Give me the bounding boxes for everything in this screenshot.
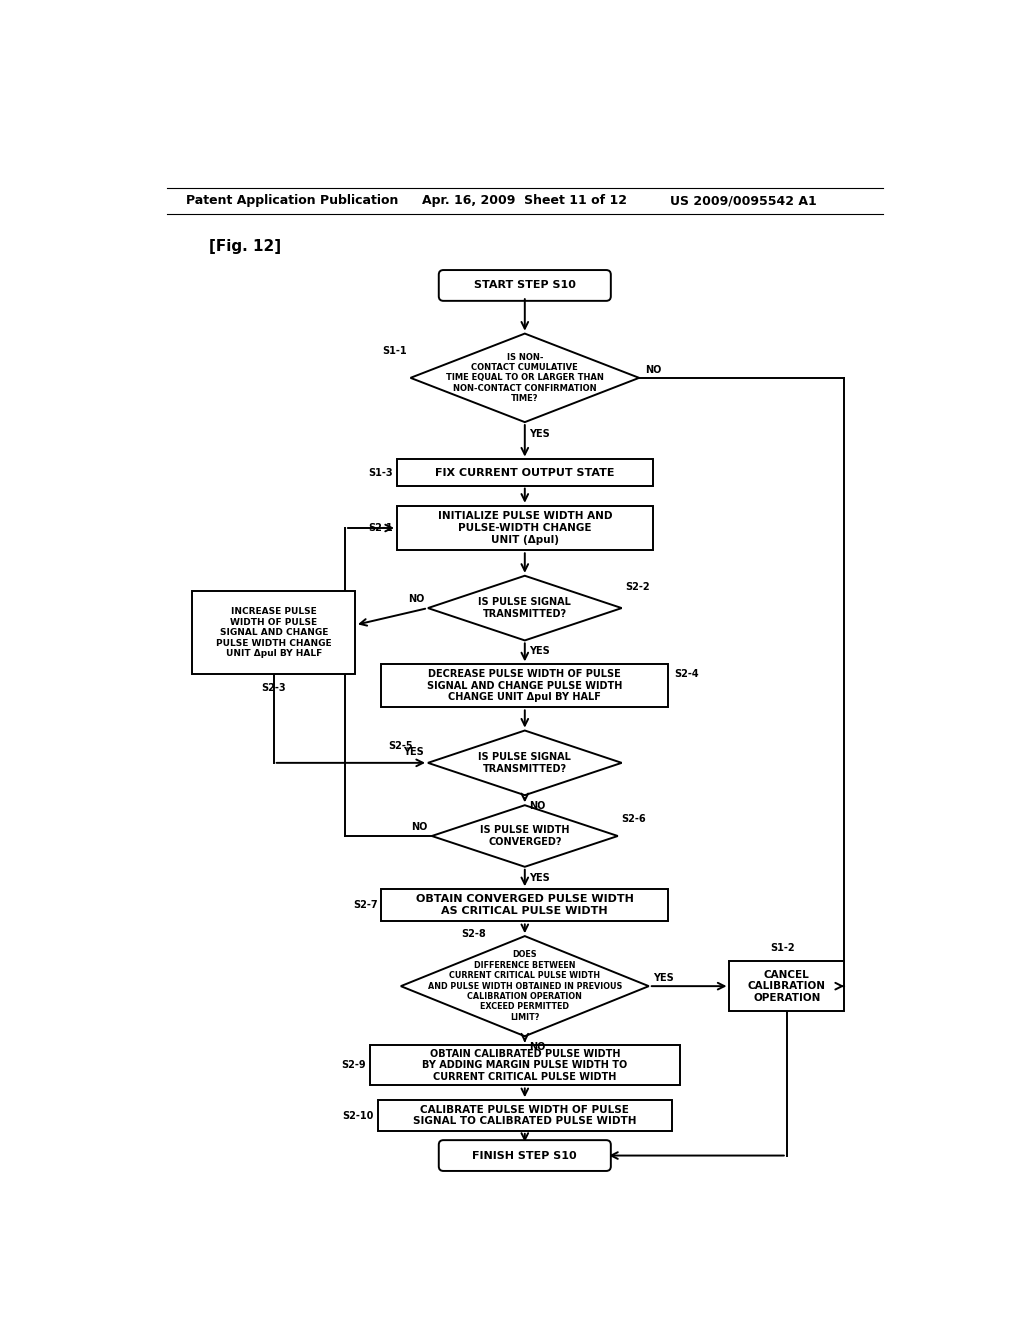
Text: YES: YES (528, 647, 550, 656)
Text: NO: NO (412, 822, 428, 832)
Text: DOES
DIFFERENCE BETWEEN
CURRENT CRITICAL PULSE WIDTH
AND PULSE WIDTH OBTAINED IN: DOES DIFFERENCE BETWEEN CURRENT CRITICAL… (428, 950, 622, 1022)
Bar (381, 890, 669, 921)
Bar (370, 1045, 680, 1085)
Text: OBTAIN CONVERGED PULSE WIDTH
AS CRITICAL PULSE WIDTH: OBTAIN CONVERGED PULSE WIDTH AS CRITICAL… (416, 895, 634, 916)
Text: YES: YES (652, 973, 674, 983)
Polygon shape (400, 936, 649, 1036)
Text: CANCEL
CALIBRATION
OPERATION: CANCEL CALIBRATION OPERATION (748, 970, 825, 1003)
Text: YES: YES (403, 747, 424, 758)
Text: NO: NO (528, 801, 545, 810)
Text: S1-3: S1-3 (369, 467, 393, 478)
Text: IS NON-
CONTACT CUMULATIVE
TIME EQUAL TO OR LARGER THAN
NON-CONTACT CONFIRMATION: IS NON- CONTACT CUMULATIVE TIME EQUAL TO… (445, 352, 604, 403)
Polygon shape (428, 730, 622, 795)
Text: S2-3: S2-3 (261, 684, 286, 693)
Text: S2-2: S2-2 (626, 582, 650, 591)
Text: S1-1: S1-1 (382, 346, 407, 356)
Text: NO: NO (528, 1041, 545, 1052)
Text: IS PULSE WIDTH
CONVERGED?: IS PULSE WIDTH CONVERGED? (480, 825, 569, 847)
Polygon shape (411, 334, 639, 422)
Text: DECREASE PULSE WIDTH OF PULSE
SIGNAL AND CHANGE PULSE WIDTH
CHANGE UNIT Δpul BY : DECREASE PULSE WIDTH OF PULSE SIGNAL AND… (427, 669, 623, 702)
Bar (397, 506, 652, 550)
Bar (381, 664, 669, 708)
FancyBboxPatch shape (438, 1140, 611, 1171)
Text: FIX CURRENT OUTPUT STATE: FIX CURRENT OUTPUT STATE (435, 467, 614, 478)
Text: INCREASE PULSE
WIDTH OF PULSE
SIGNAL AND CHANGE
PULSE WIDTH CHANGE
UNIT Δpul BY : INCREASE PULSE WIDTH OF PULSE SIGNAL AND… (216, 607, 332, 657)
Bar (378, 1100, 672, 1131)
Bar (193, 591, 355, 675)
Text: FINISH STEP S10: FINISH STEP S10 (472, 1151, 578, 1160)
Text: YES: YES (528, 429, 550, 440)
Text: S2-6: S2-6 (622, 814, 646, 824)
Text: NO: NO (408, 594, 424, 603)
Text: YES: YES (528, 873, 550, 883)
FancyBboxPatch shape (438, 271, 611, 301)
Text: S2-9: S2-9 (341, 1060, 366, 1071)
Text: S2-8: S2-8 (461, 929, 486, 939)
Polygon shape (432, 805, 617, 867)
Text: Apr. 16, 2009  Sheet 11 of 12: Apr. 16, 2009 Sheet 11 of 12 (423, 194, 628, 207)
Text: S2-7: S2-7 (353, 900, 378, 911)
Text: NO: NO (645, 366, 662, 375)
Text: INITIALIZE PULSE WIDTH AND
PULSE-WIDTH CHANGE
UNIT (Δpul): INITIALIZE PULSE WIDTH AND PULSE-WIDTH C… (437, 511, 612, 545)
Text: IS PULSE SIGNAL
TRANSMITTED?: IS PULSE SIGNAL TRANSMITTED? (478, 752, 571, 774)
Text: START STEP S10: START STEP S10 (474, 280, 575, 290)
Bar (397, 459, 652, 486)
Text: S2-1: S2-1 (369, 523, 393, 533)
Text: S2-10: S2-10 (342, 1110, 374, 1121)
Text: OBTAIN CALIBRATED PULSE WIDTH
BY ADDING MARGIN PULSE WIDTH TO
CURRENT CRITICAL P: OBTAIN CALIBRATED PULSE WIDTH BY ADDING … (422, 1049, 628, 1082)
Text: CALIBRATE PULSE WIDTH OF PULSE
SIGNAL TO CALIBRATED PULSE WIDTH: CALIBRATE PULSE WIDTH OF PULSE SIGNAL TO… (413, 1105, 637, 1126)
Text: S2-4: S2-4 (675, 669, 699, 680)
Text: [Fig. 12]: [Fig. 12] (209, 239, 282, 255)
Polygon shape (428, 576, 622, 640)
Text: IS PULSE SIGNAL
TRANSMITTED?: IS PULSE SIGNAL TRANSMITTED? (478, 597, 571, 619)
Text: S2-5: S2-5 (388, 741, 413, 751)
Text: Patent Application Publication: Patent Application Publication (186, 194, 398, 207)
Text: S1-2: S1-2 (771, 942, 796, 953)
Bar (729, 961, 844, 1011)
Text: US 2009/0095542 A1: US 2009/0095542 A1 (671, 194, 817, 207)
